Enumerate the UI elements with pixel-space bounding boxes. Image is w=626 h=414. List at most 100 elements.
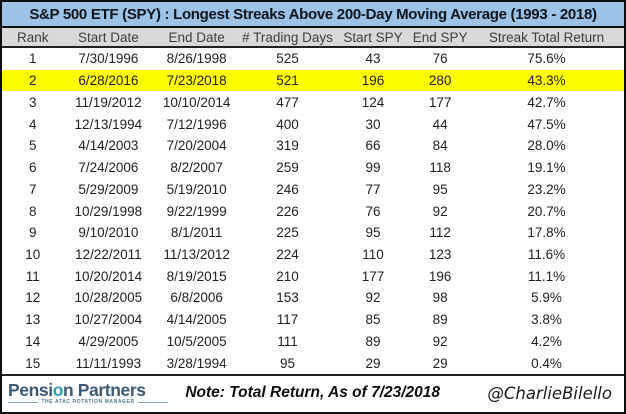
logo-tagline: THE ATAC ROTATION MANAGER [8,399,168,405]
cell-trading-days: 246 [276,181,299,197]
table-row: 12 10/28/2005 6/8/2006 153 92 98 5.9% [2,287,624,309]
table-row: 10 12/22/2011 11/13/2012 224 110 123 11.6% [2,243,624,266]
cell-trading-days: 111 [277,333,298,349]
twitter-handle: @CharlieBilello [487,383,612,403]
table-row: 1 7/30/1996 8/26/1998 525 43 76 75.6% [2,48,624,70]
table-row: 9 9/10/2010 8/1/2011 225 95 112 17.8% [2,221,624,244]
cell-end-date: 4/14/2005 [166,312,227,328]
table-row: 13 10/27/2004 4/14/2005 117 85 89 3.8% [2,308,624,331]
cell-streak-total-return: 4.2% [531,333,562,349]
table-row: 8 10/29/1998 9/22/1999 226 76 92 20.7% [2,200,624,222]
cell-rank: 6 [29,160,37,176]
header-cell-start-date: Start Date [77,29,139,45]
cell-end-date: 6/8/2006 [170,290,223,306]
cell-start-spy: 177 [361,268,385,284]
cell-start-spy: 196 [361,73,385,89]
cell-start-spy: 95 [365,225,381,241]
cell-start-date: 10/20/2014 [74,268,143,284]
cell-streak-total-return: 0.4% [531,355,562,371]
cell-trading-days: 225 [276,225,299,241]
header-cell-start-spy: Start SPY [343,29,403,45]
cell-trading-days: 117 [276,312,299,328]
cell-trading-days: 259 [276,160,299,176]
cell-start-spy: 92 [365,290,381,306]
cell-trading-days: 319 [276,138,299,154]
cell-trading-days: 210 [276,268,299,284]
footnote: Note: Total Return, As of 7/23/2018 [185,384,441,401]
cell-end-spy: 44 [432,116,448,132]
cell-start-date: 7/24/2006 [78,160,139,176]
table-row: 11 10/20/2014 8/19/2015 210 177 196 11.1% [2,265,624,288]
cell-streak-total-return: 20.7% [527,203,566,219]
cell-start-spy: 66 [365,138,381,154]
cell-end-date: 7/23/2018 [166,73,227,89]
cell-end-date: 8/26/1998 [166,51,227,67]
cell-end-spy: 98 [432,290,448,306]
cell-rank: 12 [25,290,41,306]
cell-start-date: 6/28/2016 [78,73,139,89]
cell-end-spy: 92 [432,203,448,219]
cell-end-date: 10/10/2014 [162,94,231,110]
cell-start-spy: 110 [362,246,384,262]
cell-rank: 8 [29,203,37,219]
cell-rank: 7 [29,181,37,197]
cell-rank: 4 [29,116,37,132]
cell-rank: 5 [29,138,37,154]
cell-trading-days: 525 [276,51,299,67]
cell-start-date: 11/11/1993 [75,355,142,371]
cell-start-date: 10/29/1998 [74,203,143,219]
cell-rank: 9 [29,225,37,241]
cell-trading-days: 226 [276,203,299,219]
cell-end-date: 7/20/2004 [166,138,227,154]
table-row: 2 6/28/2016 7/23/2018 521 196 280 43.3% [2,69,624,92]
pension-partners-logo: Pension Partners THE ATAC ROTATION MANAG… [8,379,168,405]
cell-trading-days: 521 [276,73,299,89]
cell-start-date: 10/28/2005 [74,290,143,306]
cell-end-date: 8/2/2007 [170,160,223,176]
cell-end-spy: 84 [432,138,448,154]
cell-start-date: 4/29/2005 [78,333,139,349]
cell-end-spy: 89 [432,312,448,328]
cell-end-spy: 123 [428,246,452,262]
table-row: 6 7/24/2006 8/2/2007 259 99 118 19.1% [2,156,624,179]
cell-end-date: 5/19/2010 [166,181,227,197]
table-row: 15 11/11/1993 3/28/1994 95 29 29 0.4% [2,352,624,375]
cell-streak-total-return: 3.8% [531,312,562,328]
logo-text: Pension Partners [8,379,146,400]
cell-start-spy: 76 [365,203,381,219]
cell-trading-days: 153 [276,290,299,306]
cell-trading-days: 400 [276,116,299,132]
cell-start-spy: 99 [365,160,381,176]
cell-start-date: 5/29/2009 [78,181,139,197]
cell-end-spy: 29 [432,355,448,371]
header-cell-rank: Rank [17,29,49,45]
page-title: S&P 500 ETF (SPY) : Longest Streaks Abov… [2,2,624,28]
cell-end-date: 8/19/2015 [166,268,227,284]
cell-start-date: 4/14/2003 [78,138,139,154]
cell-streak-total-return: 42.7% [527,94,566,110]
cell-rank: 2 [29,73,37,89]
header-cell-streak-total-return: Streak Total Return [488,29,605,45]
cell-rank: 3 [29,94,37,110]
cell-end-date: 8/1/2011 [170,225,223,241]
cell-start-date: 12/22/2011 [75,246,142,262]
cell-rank: 11 [25,268,40,284]
cell-rank: 15 [25,355,41,371]
header-cell-end-spy: End SPY [412,29,468,45]
cell-start-spy: 89 [365,333,381,349]
table-row: 5 4/14/2003 7/20/2004 319 66 84 28.0% [2,134,624,157]
cell-streak-total-return: 17.8% [527,225,566,241]
cell-rank: 14 [25,333,41,349]
cell-rank: 13 [25,312,41,328]
cell-end-spy: 280 [428,73,452,89]
cell-end-spy: 196 [428,268,452,284]
cell-end-spy: 177 [428,94,452,110]
cell-streak-total-return: 75.6% [527,51,566,67]
cell-streak-total-return: 43.3% [527,73,566,89]
cell-start-date: 10/27/2004 [74,312,143,328]
table-row: 4 12/13/1994 7/12/1996 400 30 44 47.5% [2,113,624,135]
header-row: Rank Start Date End Date # Trading Days Star… [2,28,624,48]
cell-streak-total-return: 19.1% [527,160,566,176]
cell-end-spy: 118 [429,160,451,176]
cell-trading-days: 95 [279,355,295,371]
